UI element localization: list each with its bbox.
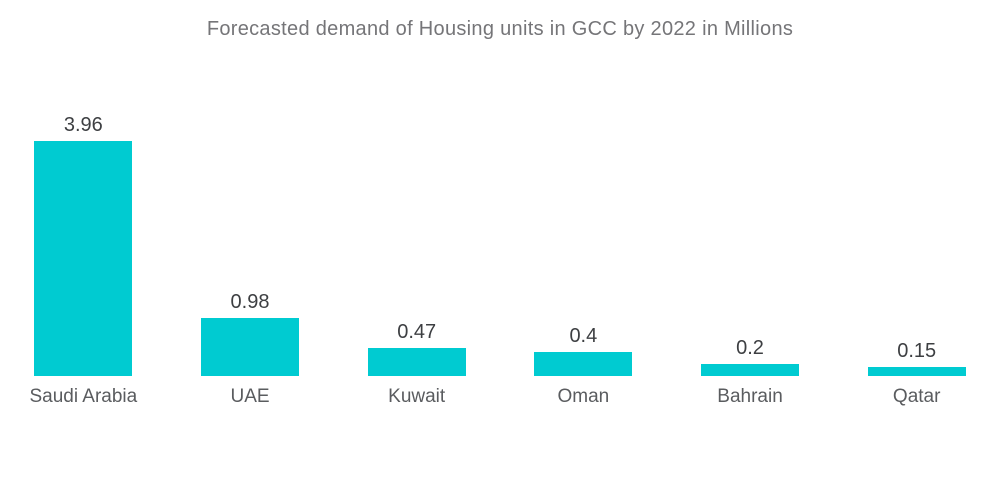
bar-bahrain bbox=[701, 364, 800, 376]
category-label-bahrain: Bahrain bbox=[717, 386, 783, 407]
category-axis: Saudi Arabia UAE Kuwait Oman Bahrain Qat… bbox=[0, 386, 1000, 408]
bar-value-label: 0.4 bbox=[569, 325, 598, 347]
bar-saudi-arabia bbox=[34, 141, 133, 376]
bar-value-label: 3.96 bbox=[63, 114, 103, 136]
category-label-saudi-arabia: Saudi Arabia bbox=[29, 386, 138, 407]
bar-value-label: 0.98 bbox=[230, 291, 270, 313]
bar-value-label: 0.47 bbox=[397, 321, 437, 343]
bar-group-qatar: 0.15 bbox=[833, 341, 1000, 376]
bar-qatar bbox=[867, 367, 966, 376]
bar-oman bbox=[534, 352, 633, 376]
bar-kuwait bbox=[367, 348, 466, 376]
chart-title: Forecasted demand of Housing units in GC… bbox=[206, 18, 794, 40]
bar-group-saudi-arabia: 3.96 bbox=[0, 115, 167, 376]
bar-uae bbox=[201, 318, 299, 376]
bar-group-kuwait: 0.47 bbox=[333, 322, 500, 376]
category-label-uae: UAE bbox=[230, 386, 270, 407]
bar-group-bahrain: 0.2 bbox=[667, 338, 834, 376]
bar-group-oman: 0.4 bbox=[500, 326, 667, 376]
bar-value-label: 0.2 bbox=[736, 337, 764, 359]
bar-group-uae: 0.98 bbox=[167, 292, 334, 376]
category-label-kuwait: Kuwait bbox=[388, 386, 446, 407]
plot-area: 3.96 0.98 0.47 0.4 0.2 0.15 bbox=[0, 115, 1000, 376]
category-label-qatar: Qatar bbox=[892, 386, 941, 407]
bar-value-label: 0.15 bbox=[897, 340, 937, 362]
category-label-oman: Oman bbox=[557, 386, 610, 407]
